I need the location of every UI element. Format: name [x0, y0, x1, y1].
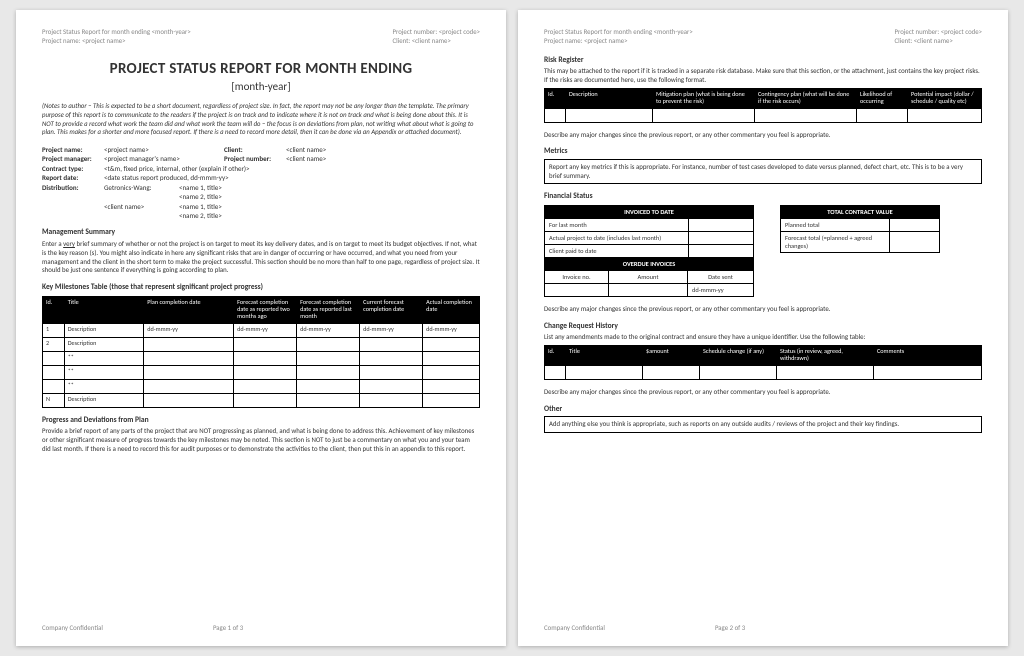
meta-rd-value: <date status report produced, dd-mmm-yy>	[104, 173, 229, 182]
meta-dist-v1: Getronics-Wang:	[104, 183, 179, 192]
mgmt-summary-body: Enter a very brief summary of whether or…	[42, 240, 480, 275]
risk-table: Id. Description Mitigation plan (what is…	[544, 88, 982, 123]
footer-page-2: Page 2 of 3	[715, 624, 745, 632]
milestones-heading: Key Milestones Table (those that represe…	[42, 283, 480, 292]
hdr-right1: Project number: <project code>	[392, 28, 480, 37]
page-header: Project Status Report for month ending <…	[42, 28, 480, 46]
metrics-heading: Metrics	[544, 147, 982, 156]
progress-heading: Progress and Deviations from Plan	[42, 416, 480, 425]
change-heading: Change Request History	[544, 322, 982, 331]
other-heading: Other	[544, 405, 982, 414]
risk-describe: Describe any major changes since the pre…	[544, 131, 982, 140]
table-row	[545, 365, 982, 379]
other-box: Add anything else you think is appropria…	[544, 416, 982, 433]
footer-page: Page 1 of 3	[213, 624, 243, 632]
page-title: PROJECT STATUS REPORT FOR MONTH ENDING	[42, 60, 480, 79]
meta-rd-label: Report date:	[42, 173, 104, 182]
meta-client-value: <client name>	[286, 145, 326, 154]
meta-dist-label: Distribution:	[42, 183, 104, 192]
progress-body: Provide a brief report of any parts of t…	[42, 427, 480, 453]
contract-value-table: TOTAL CONTRACT VALUE Planned total Forec…	[780, 205, 940, 253]
metrics-box: Report any key metrics if this is approp…	[544, 159, 982, 185]
table-row: **	[43, 365, 480, 379]
meta-dist-n2: <name 2, title>	[179, 192, 222, 201]
project-meta: Project name: <project name> Client: <cl…	[42, 145, 480, 221]
meta-pn-label: Project number:	[224, 154, 286, 163]
hdr-right2: Client: <client name>	[392, 37, 480, 46]
meta-client-label: Client:	[224, 145, 286, 154]
invoiced-table: INVOICED TO DATE For last month Actual p…	[544, 205, 754, 271]
page-2: Project Status Report for month ending <…	[518, 10, 1008, 646]
meta-project-name-label: Project name:	[42, 145, 104, 154]
risk-heading: Risk Register	[544, 56, 982, 65]
meta-dist-n4: <name 2, title>	[179, 211, 222, 220]
table-row	[545, 108, 982, 122]
meta-project-name-value: <project name>	[104, 145, 224, 154]
hdr-left2: Project name: <project name>	[42, 37, 191, 46]
financial-heading: Financial Status	[544, 192, 982, 201]
meta-pn-value: <client name>	[286, 154, 326, 163]
table-row: 1Descriptiondd-mmm-yydd-mmm-yydd-mmm-yyd…	[43, 323, 480, 337]
table-row: **	[43, 351, 480, 365]
financial-tables: INVOICED TO DATE For last month Actual p…	[544, 205, 982, 297]
change-intro: List any amendments made to the original…	[544, 333, 982, 342]
page-footer-2: Company Confidential Page 2 of 3	[544, 624, 982, 632]
change-table: Id. Title $amount Schedule change (if an…	[544, 345, 982, 380]
change-describe: Describe any major changes since the pre…	[544, 388, 982, 397]
meta-dist-n3: <name 1, title>	[179, 202, 222, 211]
mgmt-summary-heading: Management Summary	[42, 228, 480, 237]
page-header-2: Project Status Report for month ending <…	[544, 28, 982, 46]
meta-pm-label: Project manager:	[42, 154, 104, 163]
meta-dist-n1: <name 1, title>	[179, 183, 222, 192]
meta-dist-client: <client name>	[104, 202, 179, 211]
meta-ct-label: Contract type:	[42, 164, 104, 173]
risk-intro: This may be attached to the report if it…	[544, 67, 982, 85]
footer-confidential: Company Confidential	[42, 624, 103, 632]
footer-confidential-2: Company Confidential	[544, 624, 605, 632]
hdr-left1: Project Status Report for month ending <…	[42, 28, 191, 37]
milestones-table: Id. Title Plan completion date Forecast …	[42, 296, 480, 408]
page-1: Project Status Report for month ending <…	[16, 10, 506, 646]
table-row: NDescription	[43, 393, 480, 407]
page-subtitle: [month-year]	[42, 80, 480, 94]
meta-pm-value: <project manager's name>	[104, 154, 224, 163]
page-footer: Company Confidential Page 1 of 3	[42, 624, 480, 632]
table-row: 2Description	[43, 337, 480, 351]
table-row: **	[43, 379, 480, 393]
meta-ct-value: <t&m, fixed price, internal, other (expl…	[104, 164, 250, 173]
author-notes: (Notes to author – This is expected to b…	[42, 102, 480, 137]
fin-describe: Describe any major changes since the pre…	[544, 305, 982, 314]
overdue-table: Invoice no. Amount Date sent dd-mmm-yy	[544, 270, 754, 297]
